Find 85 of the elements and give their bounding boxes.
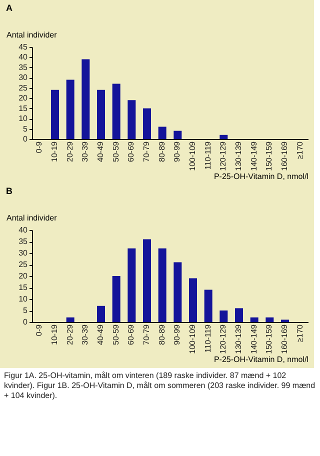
- y-tick-label: 25: [18, 260, 28, 269]
- x-tick-label: 120-129: [218, 324, 228, 354]
- bar: [250, 317, 258, 322]
- y-tick-label: 15: [18, 283, 28, 292]
- bar: [143, 108, 151, 139]
- x-tick-label: 50-59: [111, 140, 120, 162]
- y-tick-label: 0: [23, 318, 28, 326]
- x-tick-label: 60-69: [126, 324, 136, 345]
- bar: [158, 248, 166, 322]
- bar: [174, 130, 182, 139]
- x-tick-label: 100-109: [188, 324, 197, 354]
- x-tick-label: 40-49: [96, 140, 105, 162]
- x-tick-label: 0-9: [34, 324, 44, 336]
- x-tick-label: 80-89: [157, 140, 166, 162]
- x-tick-label: 20-29: [65, 140, 74, 162]
- x-tick-label: 70-79: [142, 324, 151, 345]
- bar: [266, 317, 274, 322]
- x-tick-label: 30-39: [80, 140, 90, 162]
- x-tick-label: 160-169: [280, 324, 289, 354]
- bar: [235, 308, 243, 322]
- bar: [51, 90, 59, 139]
- y-tick-label: 5: [23, 306, 28, 315]
- bar: [66, 317, 74, 322]
- x-tick-label: ≥170: [295, 324, 304, 342]
- chart-title: A: [6, 3, 13, 13]
- y-tick-label: 10: [18, 294, 28, 304]
- x-tick-label: 110-119: [203, 324, 212, 353]
- y-tick-label: 45: [18, 42, 28, 52]
- x-tick-label: 70-79: [142, 140, 151, 162]
- bar: [97, 90, 105, 139]
- x-tick-label: 80-89: [157, 324, 166, 345]
- y-tick-label: 35: [18, 62, 28, 72]
- bar: [220, 134, 228, 139]
- x-tick-label: 140-149: [249, 324, 258, 354]
- y-tick-label: 35: [18, 237, 28, 246]
- bar: [220, 310, 228, 322]
- x-tick-label: 90-99: [172, 324, 182, 345]
- x-tick-label: 0-9: [34, 140, 44, 154]
- y-tick-label: 30: [18, 73, 28, 82]
- x-tick-label: 160-169: [280, 140, 289, 171]
- x-tick-label: 150-159: [264, 140, 274, 171]
- bar: [112, 84, 120, 139]
- bar: [143, 239, 151, 322]
- x-tick-label: 130-139: [234, 140, 243, 171]
- x-tick-label: 40-49: [96, 324, 105, 345]
- y-axis-title: Antal individer: [6, 214, 58, 222]
- x-tick-label: 150-159: [264, 324, 274, 354]
- x-tick-label: 10-19: [50, 324, 59, 345]
- y-tick-label: 40: [18, 52, 28, 62]
- x-tick-label: 140-149: [249, 140, 258, 171]
- bar: [204, 290, 212, 322]
- bar: [66, 80, 74, 139]
- y-tick-label: 20: [18, 94, 28, 103]
- y-tick-label: 0: [23, 134, 28, 144]
- y-axis-title: Antal individer: [6, 30, 58, 40]
- bar: [128, 100, 136, 139]
- x-tick-label: 130-139: [234, 324, 243, 354]
- y-tick-label: 10: [18, 114, 28, 124]
- x-tick-label: 30-39: [80, 324, 90, 345]
- x-tick-label: 60-69: [126, 140, 136, 162]
- x-tick-label: 20-29: [65, 324, 74, 345]
- y-tick-label: 30: [18, 248, 28, 258]
- bar: [128, 248, 136, 322]
- chart-title: B: [6, 186, 13, 196]
- bar: [189, 278, 197, 322]
- y-tick-label: 25: [18, 83, 28, 92]
- y-tick-label: 40: [18, 226, 28, 234]
- bar: [112, 276, 120, 322]
- y-tick-label: 15: [18, 104, 28, 113]
- x-tick-label: 90-99: [172, 140, 182, 162]
- x-tick-label: 10-19: [50, 140, 59, 162]
- bar: [82, 59, 90, 139]
- bar: [158, 126, 166, 139]
- bar: [174, 262, 182, 322]
- x-tick-label: 110-119: [203, 140, 212, 170]
- x-tick-label: 50-59: [111, 324, 120, 345]
- text: Figur 1A. 25-OH-vitamin, målt om vinteren (189 raske individer. 87 mænd + 102 kvinder). Figur 1B. 25-OH-Vitamin D, målt om sommeren (203 raske individer. 99 mænd + 104 kvinder).: [3, 370, 316, 402]
- x-tick-label: ≥170: [295, 140, 304, 160]
- x-tick-label: 120-129: [218, 140, 228, 171]
- x-axis-title: P-25-OH-Vitamin D, nmol/l: [214, 172, 309, 181]
- bar: [97, 306, 105, 322]
- y-tick-label: 5: [23, 124, 28, 134]
- y-tick-label: 20: [18, 272, 28, 280]
- x-tick-label: 100-109: [188, 140, 197, 171]
- x-axis-title: P-25-OH-Vitamin D, nmol/l: [214, 354, 309, 364]
